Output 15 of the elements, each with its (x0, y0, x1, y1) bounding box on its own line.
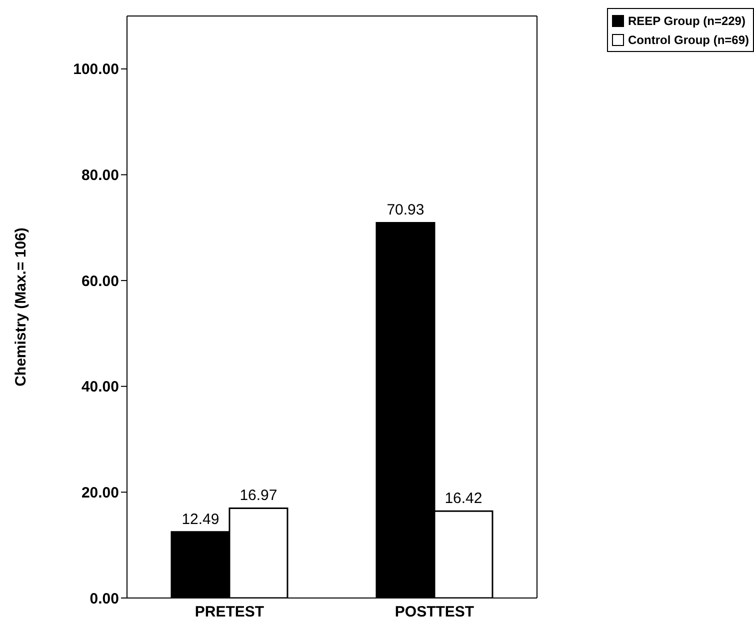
y-tick-label: 20.00 (81, 484, 119, 502)
x-tick-label: PRETEST (194, 604, 264, 621)
data-label: 70.93 (386, 202, 424, 219)
y-tick-label: 60.00 (81, 272, 119, 290)
y-axis-title: Chemistry (Max.= 106) (12, 228, 30, 386)
data-label: 16.42 (444, 490, 482, 508)
y-tick-label: 80.00 (81, 167, 119, 184)
y-tick-label: 0.00 (90, 590, 119, 608)
legend-label: REEP Group (n=229) (627, 12, 746, 30)
legend-label: Control Group (n=69) (627, 32, 749, 48)
data-label: 12.49 (182, 510, 220, 528)
x-tick-label: POSTTEST (394, 604, 474, 621)
y-tick-label: 40.00 (81, 378, 119, 396)
data-label: 16.97 (240, 487, 278, 504)
y-tick-label: 100.00 (73, 61, 119, 78)
